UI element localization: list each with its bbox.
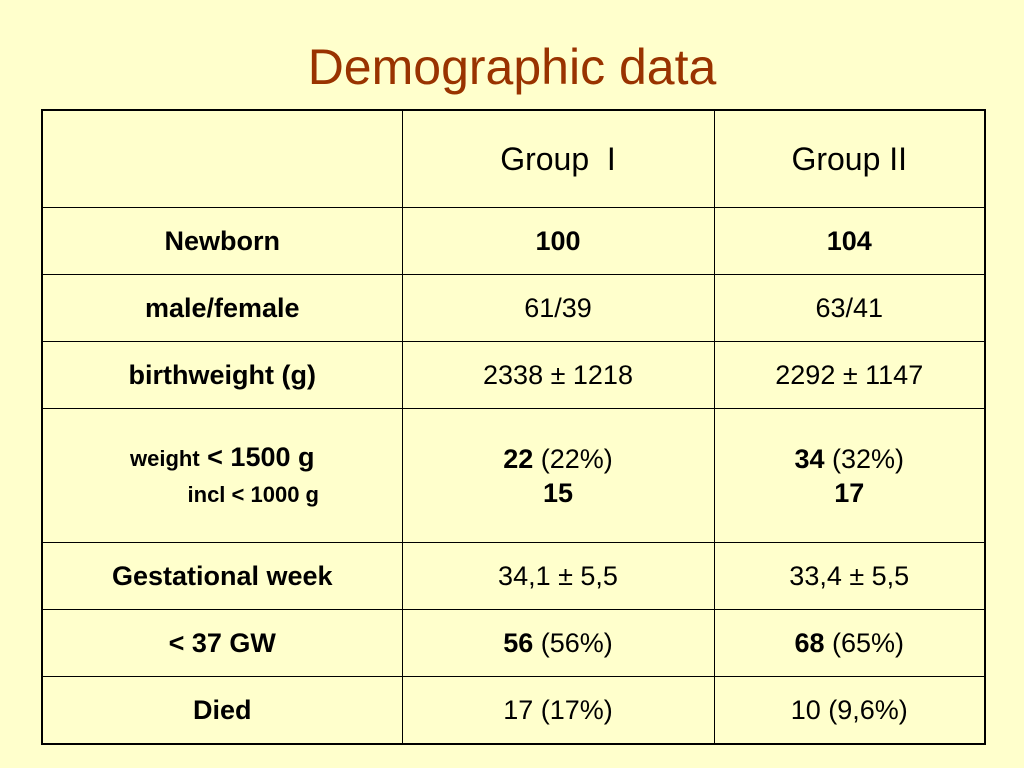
- under-37gw-group-1-count: 56: [503, 628, 534, 658]
- slide-title: Demographic data: [307, 39, 717, 95]
- under-37gw-group-2-count: 68: [794, 628, 825, 658]
- newborn-group-2: 104: [713, 207, 986, 275]
- low-weight-group-1-count: 22: [503, 443, 534, 474]
- header-group-1: Group I: [401, 109, 715, 208]
- table-row-birthweight: birthweight (g) 2338 ± 1218 2292 ± 1147: [41, 341, 986, 409]
- under-37gw-group-2-pct: (65%): [824, 628, 905, 658]
- table-row-sex: male/female 61/39 63/41: [41, 274, 986, 342]
- under-37gw-group-2: 68 (65%): [713, 609, 986, 677]
- row-label-sex: male/female: [41, 274, 403, 342]
- row-label-birthweight: birthweight (g): [41, 341, 403, 409]
- low-weight-group-2: 34 (32%) 17: [713, 408, 986, 543]
- row-label-gestational-week: Gestational week: [41, 542, 403, 610]
- row-label-under-37gw: < 37 GW: [41, 609, 403, 677]
- gestational-group-2: 33,4 ± 5,5: [713, 542, 986, 610]
- incl-label-line: incl < 1000 g: [43, 476, 402, 512]
- low-weight-group-1-line: 22 (22%): [403, 442, 714, 476]
- low-weight-group-2-line: 34 (32%): [715, 442, 985, 476]
- under-37gw-group-1: 56 (56%): [401, 609, 715, 677]
- table-header-row: Group I Group II: [41, 109, 986, 208]
- low-weight-group-1: 22 (22%) 15: [401, 408, 715, 543]
- table-row-under-37gw: < 37 GW 56 (56%) 68 (65%): [41, 609, 986, 677]
- incl-threshold: incl < 1000 g: [187, 481, 319, 507]
- table-row-newborn: Newborn 100 104: [41, 207, 986, 275]
- header-group-2: Group II: [713, 109, 986, 208]
- header-empty-cell: [41, 109, 403, 208]
- incl-group-1: 15: [542, 477, 574, 508]
- table-row-gestational-week: Gestational week 34,1 ± 5,5 33,4 ± 5,5: [41, 542, 986, 610]
- row-label-low-weight: weight < 1500 g incl < 1000 g: [41, 408, 403, 543]
- sex-group-1: 61/39: [401, 274, 715, 342]
- birthweight-group-1: 2338 ± 1218: [401, 341, 715, 409]
- weight-prefix: weight: [129, 445, 200, 471]
- row-label-newborn: Newborn: [41, 207, 403, 275]
- low-weight-group-1-pct: (22%): [533, 443, 613, 474]
- sex-group-2: 63/41: [713, 274, 986, 342]
- demographic-table: Group I Group II Newborn 100 104 male/fe…: [41, 109, 986, 745]
- gestational-group-1: 34,1 ± 5,5: [401, 542, 715, 610]
- low-weight-group-2-count: 34: [794, 443, 825, 474]
- row-label-died: Died: [41, 676, 403, 745]
- table-row-died: Died 17 (17%) 10 (9,6%): [41, 676, 986, 745]
- table-row-low-weight: weight < 1500 g incl < 1000 g 22 (22%) 1…: [41, 408, 986, 543]
- low-weight-label-line: weight < 1500 g: [43, 440, 402, 476]
- incl-group-2: 17: [834, 477, 865, 508]
- weight-threshold: < 1500 g: [199, 441, 315, 472]
- birthweight-group-2: 2292 ± 1147: [713, 341, 986, 409]
- under-37gw-group-1-pct: (56%): [533, 628, 613, 658]
- died-group-2: 10 (9,6%): [713, 676, 986, 745]
- newborn-group-1: 100: [401, 207, 715, 275]
- low-weight-group-2-pct: (32%): [824, 443, 905, 474]
- died-group-1: 17 (17%): [401, 676, 715, 745]
